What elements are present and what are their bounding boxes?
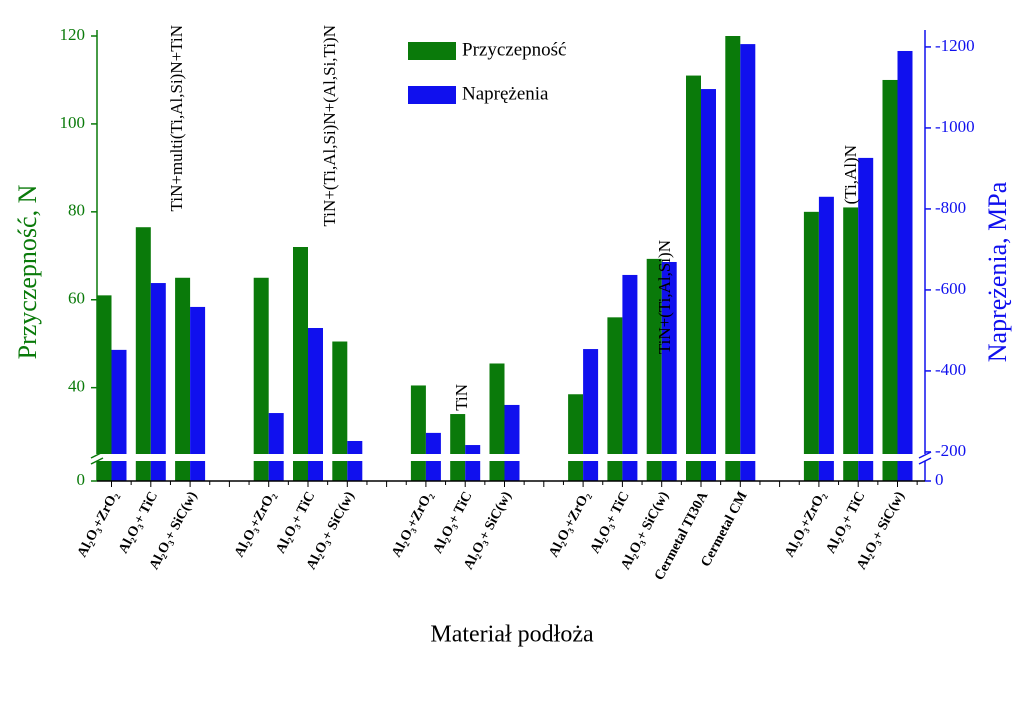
y2-tick-label: -1200: [935, 36, 975, 55]
bar: [111, 349, 127, 481]
y-tick-label: 60: [68, 289, 85, 308]
bar: [175, 277, 191, 481]
bar: [843, 207, 859, 481]
bar: [332, 341, 348, 481]
bar: [489, 363, 505, 481]
y2-tick-label: -200: [935, 441, 966, 460]
bar: [622, 274, 638, 481]
break-mark: [918, 451, 932, 459]
annotation: TiN+(Ti,Al,Si)N+(Al,Si,Ti)N: [320, 25, 339, 227]
bar: [190, 306, 206, 481]
bar: [150, 283, 166, 481]
y-tick-label: 0: [77, 470, 86, 489]
x-axis-title: Materiał podłoża: [430, 622, 594, 648]
bar: [701, 89, 716, 481]
bar: [803, 211, 819, 482]
bar: [686, 75, 701, 481]
bar: [818, 196, 834, 481]
bar: [583, 349, 599, 481]
y-axis-title: Przyczepność, N: [13, 184, 42, 359]
y2-axis-title: Naprężenia, MPa: [983, 181, 1012, 362]
bar: [308, 327, 323, 481]
y2-tick-label: -800: [935, 198, 966, 217]
bar: [661, 261, 677, 481]
bar: [725, 36, 741, 481]
bar: [268, 413, 284, 481]
legend-swatch: [408, 42, 456, 60]
y-tick-label: 120: [60, 25, 86, 44]
bar: [568, 394, 584, 481]
bar: [646, 258, 662, 481]
y-tick-label: 40: [68, 377, 85, 396]
bar: [293, 247, 308, 481]
bar: [504, 404, 520, 481]
bar: [740, 44, 756, 482]
legend-label: Naprężenia: [462, 83, 549, 104]
axis-break: [91, 454, 931, 461]
bar: [96, 295, 112, 481]
bar: [410, 385, 426, 481]
y-tick-label: 100: [60, 113, 86, 132]
bar: [897, 50, 913, 481]
annotation: TiN+multi(Ti,Al,Si)N+TiN: [167, 25, 186, 211]
break-mark: [90, 451, 104, 459]
bar: [858, 157, 874, 482]
y2-tick-label: 0: [935, 470, 944, 489]
bar: [607, 317, 623, 481]
bar: [882, 79, 898, 481]
y2-tick-label: -1000: [935, 117, 975, 136]
annotation: (Ti,Al)N: [841, 145, 860, 204]
bar: [253, 277, 269, 481]
y-tick-label: 80: [68, 201, 85, 220]
bar: [450, 414, 466, 481]
bar: [135, 227, 151, 481]
annotation: TiN: [452, 384, 471, 411]
y2-tick-label: -400: [935, 360, 966, 379]
legend-label: Przyczepność: [462, 39, 566, 60]
legend-swatch: [408, 86, 456, 104]
annotation: TiN+(Ti,Al,Si)N: [655, 240, 674, 354]
y2-tick-label: -600: [935, 279, 966, 298]
bar: [465, 445, 481, 481]
